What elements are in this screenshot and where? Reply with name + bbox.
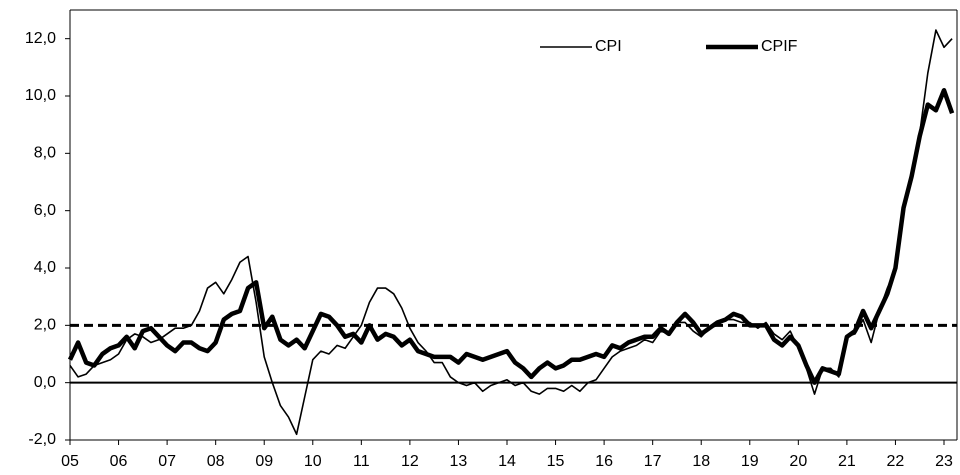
series-line <box>67 88 955 385</box>
x-tick-label: 14 <box>498 453 516 470</box>
y-tick-label: 10,0 <box>25 87 56 104</box>
x-tick-label: 12 <box>401 453 419 470</box>
x-tick-label: 11 <box>353 453 370 470</box>
x-tick-label: 22 <box>887 453 905 470</box>
x-tick-label: 10 <box>304 453 322 470</box>
x-tick-label: 16 <box>595 453 613 470</box>
x-tick-label: 09 <box>255 453 273 470</box>
y-tick-label: 12,0 <box>25 30 56 47</box>
x-tick-label: 20 <box>789 453 807 470</box>
y-tick-label: 0,0 <box>34 374 56 391</box>
x-tick-label: 13 <box>450 453 468 470</box>
y-tick-label: 2,0 <box>34 317 56 334</box>
x-tick-label: 23 <box>935 453 953 470</box>
x-tick-label: 15 <box>547 453 565 470</box>
x-tick-label: 17 <box>644 453 662 470</box>
x-tick-label: 18 <box>692 453 710 470</box>
x-tick-label: 08 <box>207 453 225 470</box>
y-tick-label: 6,0 <box>34 202 56 219</box>
x-tick-label: 07 <box>158 453 176 470</box>
x-tick-label: 06 <box>110 453 128 470</box>
x-tick-label: 05 <box>61 453 79 470</box>
legend-label: CPI <box>595 38 622 55</box>
x-tick-label: 19 <box>741 453 759 470</box>
y-tick-label: 4,0 <box>34 259 56 276</box>
y-tick-label: -2,0 <box>28 431 56 448</box>
x-tick-label: 21 <box>838 453 856 470</box>
legend-label: CPIF <box>761 38 798 55</box>
y-tick-label: 8,0 <box>34 145 56 162</box>
